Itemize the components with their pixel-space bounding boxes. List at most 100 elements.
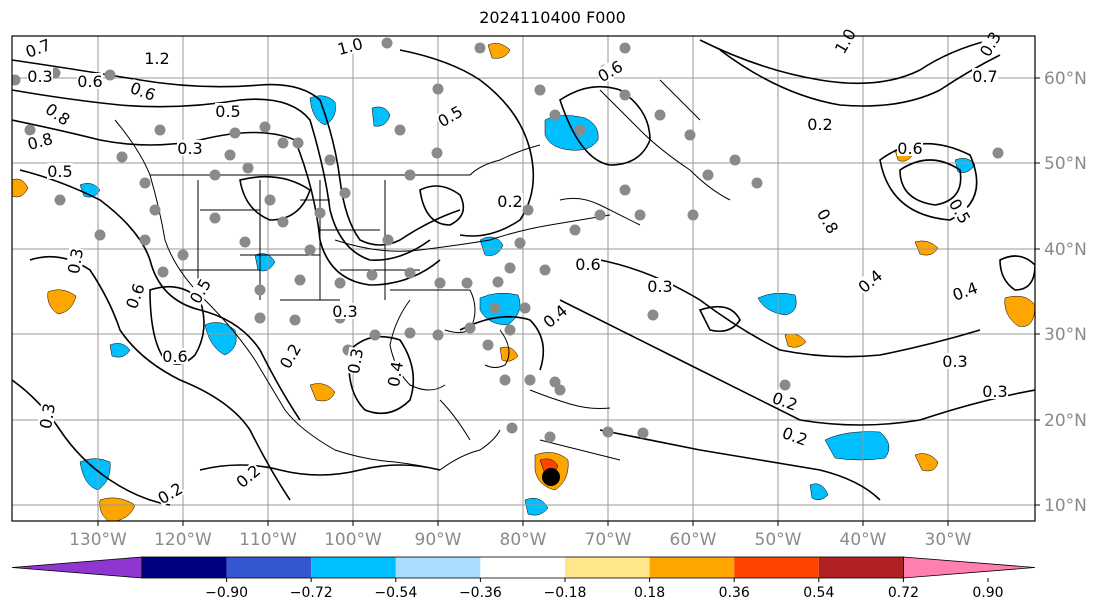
contour-label-background xyxy=(647,278,673,294)
colorbar-extend-min xyxy=(11,556,143,579)
contour-label: 0.2 xyxy=(497,192,522,211)
contour-labels: 0.7 1.20.60.80.80.50.60.30.51.00.5 0.21.00… xyxy=(23,25,1008,508)
contour-label: 0.3 xyxy=(36,402,59,430)
contour-label: 0.3 xyxy=(332,302,357,321)
contour-label-background xyxy=(814,205,842,237)
lat-label: 20°N xyxy=(1044,411,1087,431)
contour-label-background xyxy=(77,73,103,89)
colorbar-tick-label: 0.90 xyxy=(972,585,1003,601)
contour-label-background xyxy=(215,103,241,119)
contour-label-background xyxy=(42,99,74,129)
contour-label-background xyxy=(854,266,886,296)
colorbar-swatch xyxy=(565,557,650,578)
contour-label: 0.3 xyxy=(64,247,87,275)
contour-label-background xyxy=(946,195,974,227)
contour-label: 0.5 xyxy=(47,162,72,181)
contour-label-background xyxy=(780,424,810,448)
storm-marker xyxy=(542,468,560,486)
contour-label-background xyxy=(950,279,980,303)
longitude-axis: 130°W 120°W 110°W 100°W 90°W 80°W 70°W 6… xyxy=(69,521,972,550)
contour-label-background xyxy=(575,256,601,272)
shading-patch-orange xyxy=(12,178,29,198)
contour-label-background xyxy=(770,389,800,413)
lon-label: 110°W xyxy=(239,530,297,550)
contour-label: 0.3 xyxy=(982,382,1007,401)
lon-label: 50°W xyxy=(755,530,802,550)
colorbar-tick-label: −0.54 xyxy=(374,585,417,601)
contour-label: 0.3 xyxy=(647,277,672,296)
shading-patch-blue xyxy=(204,322,237,356)
colorbar-tick-label: 0.72 xyxy=(888,585,919,601)
contour-label: 0.3 xyxy=(344,347,367,375)
lon-label: 30°W xyxy=(925,530,972,550)
contour-label-background xyxy=(942,353,968,369)
contour-label: 0.6 xyxy=(897,139,922,158)
colorbar-swatch xyxy=(142,557,227,578)
contour-label-background xyxy=(27,68,53,84)
contour-label-background xyxy=(539,301,571,331)
shading-patch-blue xyxy=(544,115,599,151)
lat-label: 10°N xyxy=(1044,496,1087,516)
station-markers xyxy=(12,37,1004,443)
contour-label-background xyxy=(276,340,304,372)
lon-label: 40°W xyxy=(840,530,887,550)
colorbar-swatch xyxy=(311,557,396,578)
contour-label: 0.7 xyxy=(972,67,997,86)
colorbar-tick-label: −0.90 xyxy=(205,585,248,601)
contour-label-background xyxy=(384,359,406,389)
contour-label-background xyxy=(232,461,264,491)
lon-label: 60°W xyxy=(670,530,717,550)
shading-patch-blue xyxy=(824,431,890,461)
shading-patch-blue xyxy=(371,106,391,127)
lat-label: 60°N xyxy=(1044,69,1087,89)
lat-label: 50°N xyxy=(1044,154,1087,174)
shading-patch-blue xyxy=(809,483,829,501)
colorbar-tick-label: 0.18 xyxy=(634,585,665,601)
contour-label: 0.3 xyxy=(177,139,202,158)
contour-label: 0.6 xyxy=(77,72,102,91)
contour-label-background xyxy=(434,102,466,130)
colorbar-tick-label: −0.72 xyxy=(290,585,333,601)
colorbar-tick-label: 0.54 xyxy=(803,585,834,601)
shading-patch-blue xyxy=(479,236,504,256)
contour-label: 0.3 xyxy=(27,67,52,86)
colorbar-outline xyxy=(141,556,904,579)
shading-patch-orange xyxy=(47,289,77,315)
lat-label: 40°N xyxy=(1044,240,1087,260)
shading-patch-orange xyxy=(914,240,939,256)
contour-label: 0.6 xyxy=(162,347,187,366)
shading-patch-orange xyxy=(487,43,511,59)
colorbar-tick-label: 0.36 xyxy=(719,585,750,601)
lon-label: 100°W xyxy=(324,530,382,550)
lat-label: 30°N xyxy=(1044,325,1087,345)
contour-label-background xyxy=(128,79,158,103)
shading-patch-blue xyxy=(309,95,336,126)
contour-label-background xyxy=(144,50,170,66)
lon-label: 90°W xyxy=(415,530,462,550)
shading-patch-orange xyxy=(309,383,336,402)
colorbar-swatch xyxy=(226,557,312,578)
lon-label: 130°W xyxy=(69,530,127,550)
contour-label-background xyxy=(36,401,58,431)
contour-label: 0.3 xyxy=(942,352,967,371)
contour-label-background xyxy=(335,34,365,58)
contour-label-background xyxy=(332,303,358,319)
lon-label: 70°W xyxy=(585,530,632,550)
contour-label-background xyxy=(831,25,859,57)
colorbar: −0.90 −0.72 −0.54 −0.36 −0.18 0.18 0.36 0.54 0.7… xyxy=(11,556,1036,601)
shading-layer xyxy=(12,43,1035,521)
shading-patch-blue xyxy=(109,343,131,358)
contour-label: 0.4 xyxy=(384,360,407,388)
lon-label: 80°W xyxy=(500,530,547,550)
contour-label-background xyxy=(25,129,55,153)
latitude-axis: 60°N 50°N 40°N 30°N 20°N 10°N xyxy=(1035,69,1087,516)
colorbar-swatch xyxy=(395,557,481,578)
contour-label-background xyxy=(186,275,214,307)
contour-label-background xyxy=(982,383,1008,399)
contour-label-background xyxy=(594,57,626,85)
contour-label-background xyxy=(64,246,86,276)
lon-label: 120°W xyxy=(154,530,212,550)
colorbar-swatch xyxy=(818,557,904,578)
contour-label-background xyxy=(123,281,147,311)
